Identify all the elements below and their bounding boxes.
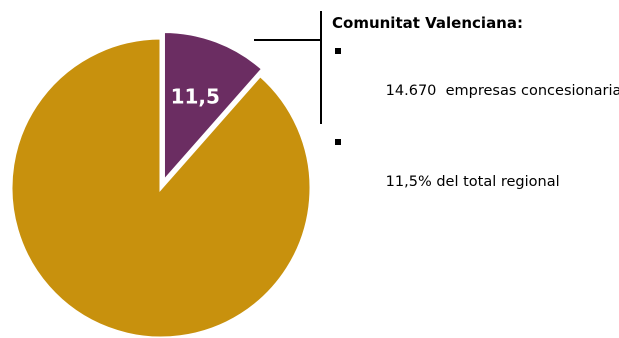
slice-value-label: 11,5 [171, 84, 220, 108]
callout-box: Comunitat Valenciana: 14.670 empresas co… [332, 13, 619, 223]
callout-connector [254, 11, 322, 124]
bullet-icon [335, 139, 341, 145]
callout-list: 14.670 empresas concesionarias 11,5% del… [332, 41, 619, 212]
slice-labels: 11,5 [171, 84, 220, 108]
callout-item: 11,5% del total regional [332, 132, 616, 212]
pie-slice [9, 36, 313, 338]
callout-item-text: 11,5% del total regional [385, 174, 560, 190]
callout-item-text: 14.670 empresas concesionarias [385, 83, 619, 99]
pie-slices [9, 29, 313, 338]
callout-title: Comunitat Valenciana: [332, 14, 523, 32]
callout-item: 14.670 empresas concesionarias [332, 41, 619, 121]
bullet-icon [335, 48, 341, 54]
pie-slice [161, 29, 265, 186]
